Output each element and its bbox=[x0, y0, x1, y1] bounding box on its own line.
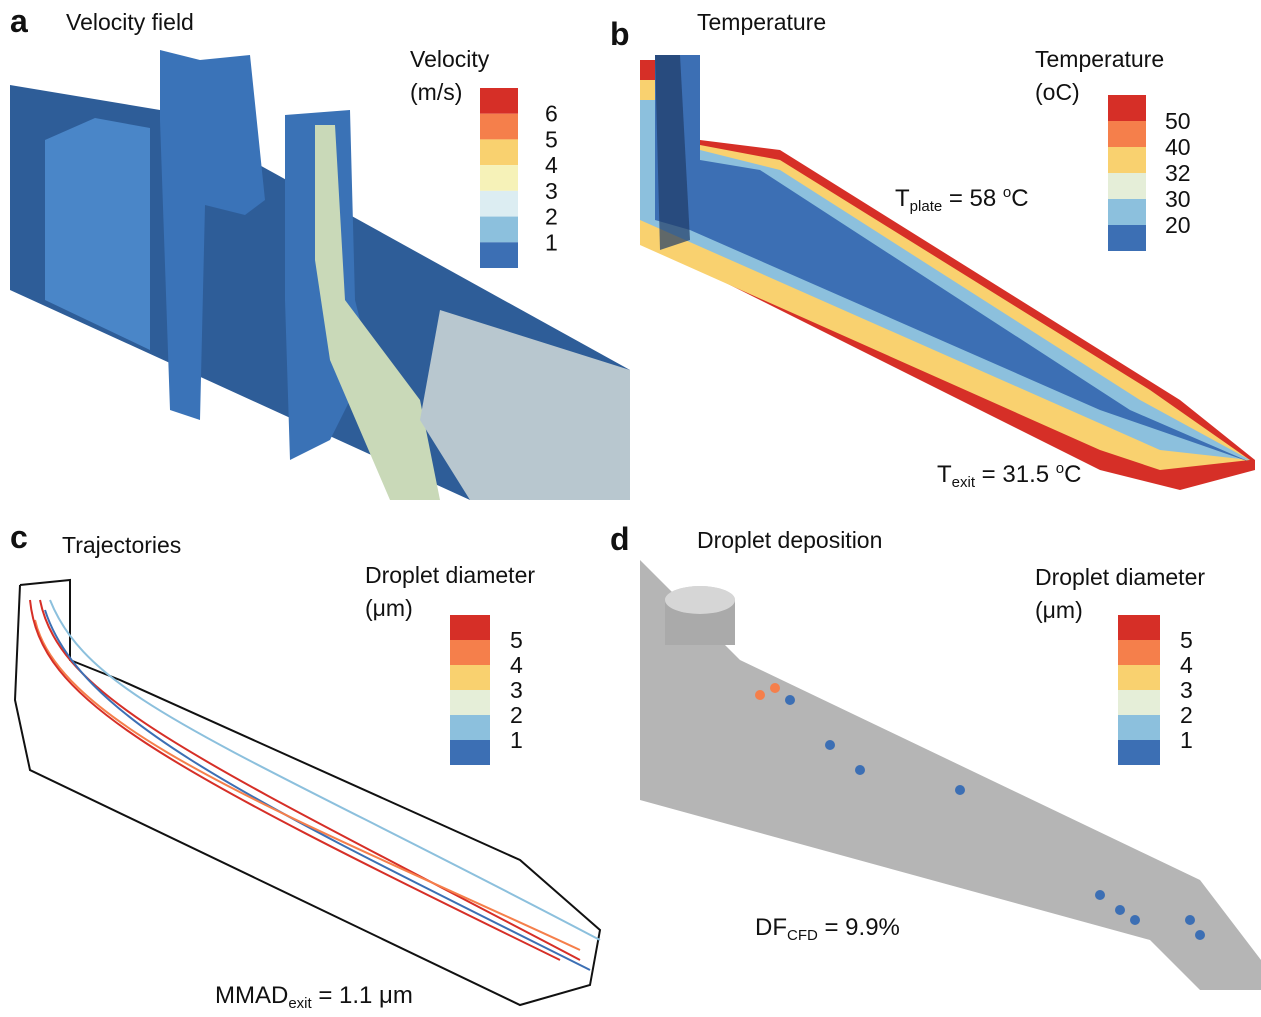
annotation-part: = 31.5 bbox=[975, 461, 1056, 488]
legend-label: 1 bbox=[545, 229, 558, 255]
legend-title: Temperature bbox=[1035, 46, 1164, 72]
legend-swatch bbox=[1108, 225, 1146, 251]
legend-label: 2 bbox=[545, 204, 558, 230]
legend-swatch bbox=[1108, 173, 1146, 199]
legend-swatch bbox=[1108, 121, 1146, 147]
legend-label: 20 bbox=[1165, 212, 1191, 238]
legend-swatch bbox=[1108, 199, 1146, 225]
annotation: DFCFD = 9.9% bbox=[755, 914, 900, 944]
annotation-part: exit bbox=[288, 995, 312, 1012]
annotation: Tplate = 58 oC bbox=[895, 184, 1029, 215]
legend-swatch bbox=[1118, 640, 1160, 665]
legend-swatch bbox=[480, 242, 518, 268]
annotation-part: o bbox=[1056, 460, 1064, 477]
legend-title: (oC) bbox=[1035, 79, 1080, 105]
legend-label: 3 bbox=[1180, 677, 1193, 703]
panel-letter: d bbox=[610, 521, 630, 557]
legend-swatch bbox=[1118, 740, 1160, 765]
legend-label: 4 bbox=[545, 152, 558, 178]
panel-letter: a bbox=[10, 3, 28, 39]
legend-swatch bbox=[450, 740, 490, 765]
legend-swatch bbox=[1118, 615, 1160, 640]
annotation-part: = 9.9% bbox=[818, 914, 900, 941]
annotation-part: = 1.1 μm bbox=[312, 982, 413, 1009]
legend-title: Velocity bbox=[410, 46, 490, 72]
annotation-part: plate bbox=[910, 198, 943, 215]
deposition-render bbox=[640, 560, 1261, 990]
legend-swatch bbox=[1118, 690, 1160, 715]
legend-label: 40 bbox=[1165, 134, 1191, 160]
annotation: MMADexit = 1.1 μm bbox=[215, 982, 413, 1012]
annotation-part: DF bbox=[755, 914, 787, 941]
legend-swatch bbox=[450, 665, 490, 690]
annotation: Texit = 31.5 oC bbox=[937, 460, 1081, 491]
legend-swatch bbox=[1118, 715, 1160, 740]
legend-label: 5 bbox=[545, 126, 558, 152]
legend-label: 2 bbox=[510, 702, 523, 728]
annotation-part: MMAD bbox=[215, 982, 288, 1009]
annotation-part: = 58 bbox=[942, 185, 1003, 212]
velocity-render bbox=[10, 50, 630, 500]
panel-title: Trajectories bbox=[62, 532, 181, 558]
legend-swatch bbox=[1108, 147, 1146, 173]
legend-label: 4 bbox=[1180, 652, 1193, 678]
annotation-part: T bbox=[895, 185, 910, 212]
legend-title: Droplet diameter bbox=[365, 562, 535, 588]
panel-letter: c bbox=[10, 519, 28, 555]
page: {"panels": [ {"letter": "a", "title": "V… bbox=[0, 0, 1261, 1017]
legend-label: 4 bbox=[510, 652, 523, 678]
legend-label: 5 bbox=[1180, 627, 1193, 653]
legend-label: 2 bbox=[1180, 702, 1193, 728]
legend-swatch bbox=[450, 715, 490, 740]
annotation-part: C bbox=[1011, 185, 1028, 212]
legend-swatch bbox=[480, 217, 518, 243]
legend-title: Droplet diameter bbox=[1035, 564, 1205, 590]
legend-label: 1 bbox=[1180, 727, 1193, 753]
legend-swatch bbox=[480, 191, 518, 217]
legend-swatch bbox=[480, 165, 518, 191]
legend-swatch bbox=[480, 139, 518, 165]
legend-label: 6 bbox=[545, 101, 558, 127]
legend-label: 32 bbox=[1165, 160, 1191, 186]
legend-swatch bbox=[1108, 95, 1146, 121]
annotation-part: T bbox=[937, 461, 952, 488]
legend-label: 50 bbox=[1165, 108, 1191, 134]
legend-swatch bbox=[480, 88, 518, 114]
annotation-part: CFD bbox=[787, 927, 818, 944]
annotation-part: o bbox=[1003, 184, 1011, 201]
legend-label: 3 bbox=[510, 677, 523, 703]
figure: aVelocity fieldVelocity(m/s)654321bTempe… bbox=[0, 0, 1261, 1017]
legend-title: (μm) bbox=[365, 595, 413, 621]
panel-title: Velocity field bbox=[66, 9, 194, 35]
legend-label: 1 bbox=[510, 727, 523, 753]
legend-swatch bbox=[1118, 665, 1160, 690]
legend-swatch bbox=[480, 114, 518, 140]
annotation-part: C bbox=[1064, 461, 1081, 488]
legend-label: 5 bbox=[510, 627, 523, 653]
legend-label: 30 bbox=[1165, 186, 1191, 212]
legend-swatch bbox=[450, 690, 490, 715]
legend-label: 3 bbox=[545, 178, 558, 204]
legend-title: (μm) bbox=[1035, 597, 1083, 623]
temperature-render bbox=[640, 55, 1255, 490]
panel-title: Temperature bbox=[697, 9, 826, 35]
panel-title: Droplet deposition bbox=[697, 527, 882, 553]
legend-title: (m/s) bbox=[410, 79, 462, 105]
legend-swatch bbox=[450, 615, 490, 640]
panel-letter: b bbox=[610, 16, 630, 52]
annotation-part: exit bbox=[952, 474, 976, 491]
legend-swatch bbox=[450, 640, 490, 665]
